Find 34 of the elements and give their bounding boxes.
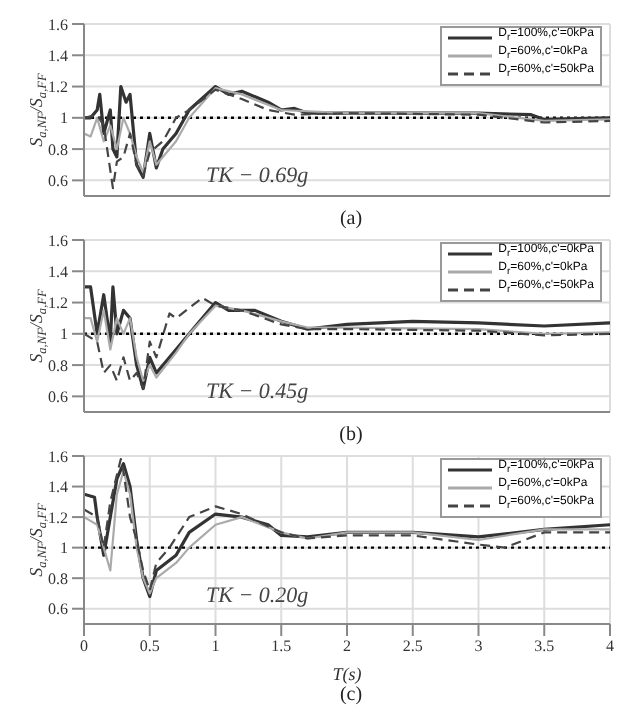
x-axis-title: T(s): [332, 664, 362, 684]
y-tick-label: 0.8: [48, 140, 68, 159]
y-tick-label: 1.2: [48, 508, 68, 527]
y-tick-label: 1.4: [48, 46, 68, 65]
x-tick-label: 2: [343, 637, 351, 656]
y-tick-label: 0.8: [48, 569, 68, 588]
annotation: TK − 0.45g: [206, 380, 309, 404]
text: (c): [337, 684, 365, 708]
y-tick-label: 0.6: [48, 600, 68, 619]
x-tick-label: 0: [80, 637, 88, 656]
y-tick-label: 0.8: [48, 356, 68, 375]
x-tick-label: 3: [474, 637, 483, 656]
y-tick-label: 1: [60, 539, 68, 558]
y-tick-label: 1: [60, 109, 68, 128]
x-tick-label: 1: [211, 637, 220, 656]
y-tick-label: 1.6: [48, 15, 68, 34]
y-tick-label: 1.2: [48, 294, 68, 313]
text: (b): [337, 424, 365, 448]
x-tick-label: 3.5: [534, 637, 555, 656]
y-tick-label: 1.2: [48, 78, 68, 97]
y-tick-label: 1.4: [48, 478, 68, 497]
y-tick-label: 1.6: [48, 447, 68, 466]
y-tick-label: 0.6: [48, 172, 68, 191]
y-tick-label: 1.4: [48, 262, 68, 281]
annotation: TK − 0.20g: [206, 584, 309, 608]
text: (a): [337, 208, 365, 232]
annotation: TK − 0.69g: [206, 164, 309, 188]
y-tick-label: 1: [60, 325, 68, 344]
x-tick-label: 0.5: [139, 637, 160, 656]
x-tick-label: 2.5: [402, 637, 423, 656]
y-tick-label: 1.6: [48, 231, 68, 250]
x-tick-label: 4: [606, 637, 614, 656]
x-tick-label: 1.5: [271, 637, 292, 656]
y-tick-label: 0.6: [48, 388, 68, 407]
